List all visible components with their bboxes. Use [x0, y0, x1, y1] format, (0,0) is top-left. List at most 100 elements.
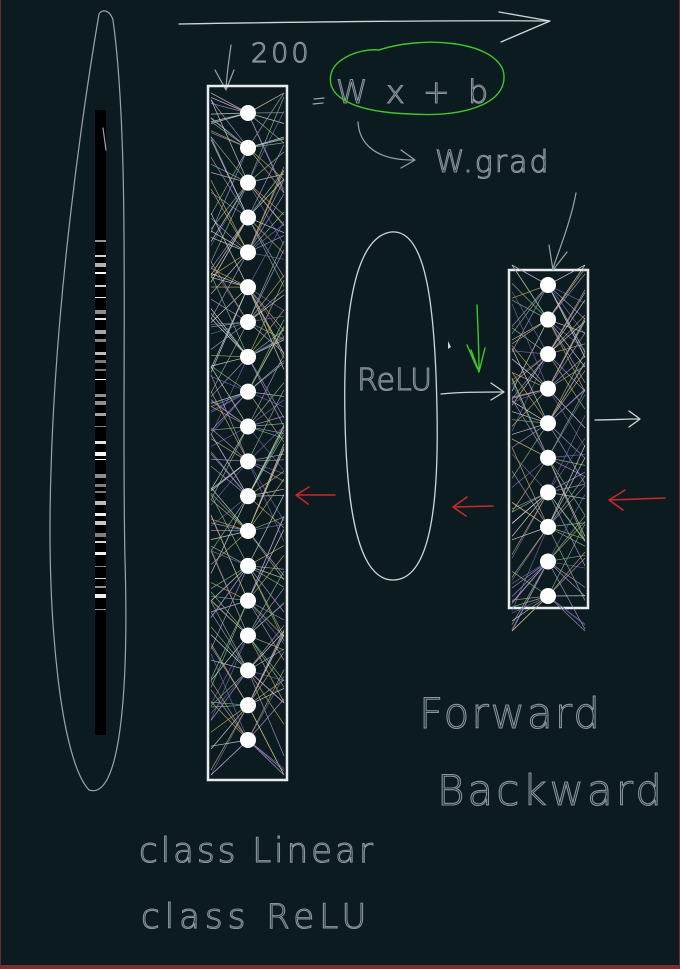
relu-edge [511, 283, 549, 320]
linear-edge [247, 625, 285, 671]
relu-edge [547, 314, 586, 355]
linear-edge [210, 689, 249, 741]
linear-edge [210, 461, 249, 506]
linear-edge [210, 643, 249, 706]
linear-edge [247, 698, 285, 741]
relu-edge [511, 595, 549, 632]
linear-edge [247, 529, 285, 601]
linear-edge [247, 739, 285, 776]
relu-edge [511, 561, 549, 597]
linear-edge [247, 670, 285, 704]
class-linear-label: class Linear [139, 831, 376, 871]
input-strip-pixel [95, 369, 106, 371]
linear-edge [210, 426, 249, 491]
input-strip-pixel [95, 401, 106, 405]
linear-edge [210, 499, 249, 532]
input-strip-pixel [95, 578, 106, 579]
linear-edge [247, 631, 285, 671]
linear-edge [247, 178, 285, 218]
linear-edge [210, 217, 249, 276]
relu-node [540, 484, 556, 501]
linear-edge [247, 382, 285, 427]
grad-arrow [357, 121, 414, 161]
linear-layer-box [206, 84, 289, 782]
linear-edge [210, 321, 249, 394]
linear-edge [210, 217, 249, 253]
linear-edge [210, 318, 249, 358]
linear-node [240, 453, 256, 470]
linear-edge [210, 514, 249, 601]
relu-edge [547, 457, 586, 528]
input-strip-pixel [95, 330, 106, 334]
input-strip-pixel [95, 474, 106, 478]
linear-edge [210, 157, 249, 218]
linear-edge [247, 669, 285, 741]
linear-edge [247, 309, 285, 358]
relu-node [540, 449, 556, 466]
linear-edge [247, 211, 285, 253]
relu-layer-box [507, 268, 590, 610]
input-strip-pixel [95, 240, 106, 242]
relu-node [540, 518, 556, 535]
linear-edge [247, 319, 285, 392]
linear-node [240, 244, 256, 261]
green-down-arrow [466, 304, 486, 373]
relu-edge [511, 303, 549, 389]
linear-edge [247, 494, 285, 566]
linear-edge [247, 182, 285, 216]
linear-edge [210, 182, 249, 230]
input-strip-pixel [95, 521, 106, 525]
relu-edge [547, 438, 586, 493]
relu-edge [547, 355, 586, 389]
top-input-arrow [552, 192, 577, 269]
size-arrow [225, 44, 232, 89]
relu-edge [511, 398, 549, 458]
relu-edge [547, 457, 586, 541]
backward-arrows [295, 486, 666, 517]
linear-edge [247, 280, 285, 357]
linear-edge [247, 446, 285, 532]
input-strip-pixel [95, 285, 106, 287]
linear-edge [210, 374, 249, 462]
linear-edge [247, 92, 285, 149]
linear-edge [210, 680, 249, 741]
relu-edge [547, 388, 586, 447]
relu-edge [547, 595, 586, 632]
linear-edge [247, 530, 285, 576]
relu-edge [547, 485, 586, 528]
relu-edge [511, 284, 549, 352]
relu-edge [547, 389, 586, 424]
linear-edge [210, 653, 249, 741]
relu-edge [547, 319, 586, 368]
linear-edge [247, 249, 285, 323]
relu-edge [511, 561, 549, 625]
linear-edge [247, 217, 285, 278]
linear-node [240, 105, 256, 121]
relu-edge [547, 551, 586, 597]
linear-edge [210, 252, 249, 319]
relu-edge [511, 561, 549, 604]
relu-edge [511, 348, 549, 424]
relu-edge [547, 475, 586, 528]
linear-edge [210, 739, 249, 776]
linear-edge [210, 180, 249, 253]
linear-edge [210, 565, 249, 650]
linear-edge [247, 112, 285, 193]
top-arrow [178, 11, 551, 43]
relu-edge [511, 345, 549, 389]
linear-edge [210, 308, 249, 358]
linear-edge [210, 495, 249, 552]
relu-edge [547, 264, 586, 320]
linear-edge [247, 220, 285, 288]
linear-edge [247, 635, 285, 682]
linear-edge [210, 530, 249, 565]
relu-node [540, 311, 556, 328]
linear-edge [247, 434, 285, 497]
input-strip-pixel [95, 609, 106, 610]
relu-edge [547, 492, 586, 542]
linear-edge [247, 600, 285, 661]
input-strip-pixel [95, 452, 106, 456]
relu-edge [511, 561, 549, 632]
input-strip-pixel [95, 352, 106, 355]
linear-edge [210, 391, 249, 462]
